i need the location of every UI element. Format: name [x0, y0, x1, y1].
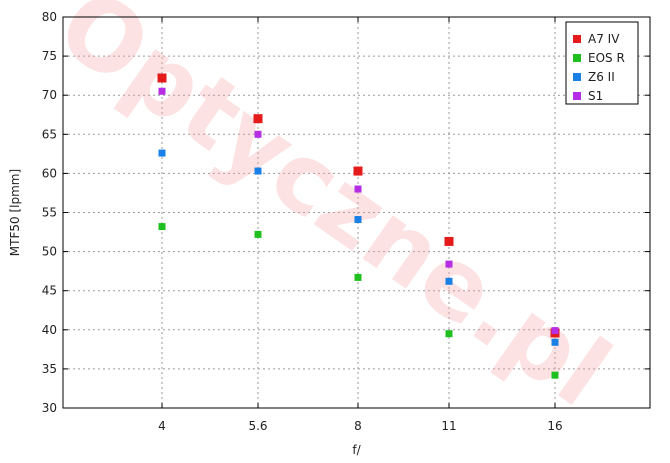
x-tick-label: 5.6 [248, 419, 267, 433]
y-tick-label: 50 [42, 245, 57, 259]
point-s1 [158, 87, 166, 95]
point-eos-r [445, 330, 453, 338]
x-tick-label: 16 [547, 419, 562, 433]
legend-label: A7 IV [588, 32, 620, 46]
y-tick-label: 65 [42, 127, 57, 141]
legend-label: Z6 II [588, 70, 615, 84]
point-eos-r [354, 273, 362, 281]
y-tick-label: 75 [42, 49, 57, 63]
y-tick-label: 60 [42, 166, 57, 180]
x-tick-label: 4 [158, 419, 166, 433]
y-tick-label: 35 [42, 362, 57, 376]
point-z6-ii [254, 167, 262, 175]
point-eos-r [551, 371, 559, 379]
x-axis-title: f/ [352, 443, 361, 457]
y-axis-title: MTF50 [lpmm] [8, 169, 22, 256]
legend-swatch [573, 73, 581, 81]
y-tick-label: 45 [42, 284, 57, 298]
grid [63, 17, 650, 408]
point-a7-iv [353, 166, 363, 176]
point-a7-iv [253, 114, 263, 124]
watermark: Optyczne.pl [38, 0, 629, 428]
point-z6-ii [158, 149, 166, 157]
point-s1 [354, 185, 362, 193]
point-z6-ii [445, 277, 453, 285]
legend-swatch [573, 92, 581, 100]
data-points [157, 73, 560, 379]
watermark-text: Optyczne.pl [38, 0, 629, 428]
point-eos-r [158, 223, 166, 231]
legend-label: S1 [588, 89, 603, 103]
x-tick-label: 11 [441, 419, 456, 433]
legend-swatch [573, 35, 581, 43]
point-s1 [254, 130, 262, 138]
y-tick-label: 55 [42, 206, 57, 220]
y-tick-label: 40 [42, 323, 57, 337]
x-tick-label: 8 [354, 419, 362, 433]
axis-ticks: 30 35 40 45 50 55 60 65 70 75 80 4 5.6 8 11 16 [42, 10, 650, 433]
point-eos-r [254, 230, 262, 238]
point-z6-ii [354, 216, 362, 224]
point-a7-iv [157, 73, 167, 83]
point-s1 [445, 260, 453, 268]
y-tick-label: 30 [42, 401, 57, 415]
point-a7-iv [444, 236, 454, 246]
y-tick-label: 70 [42, 88, 57, 102]
point-z6-ii [551, 338, 559, 346]
legend: A7 IV EOS R Z6 II S1 [565, 21, 639, 105]
legend-swatch [573, 54, 581, 62]
legend-label: EOS R [588, 51, 625, 65]
point-s1 [551, 327, 559, 335]
y-tick-label: 80 [42, 10, 57, 24]
